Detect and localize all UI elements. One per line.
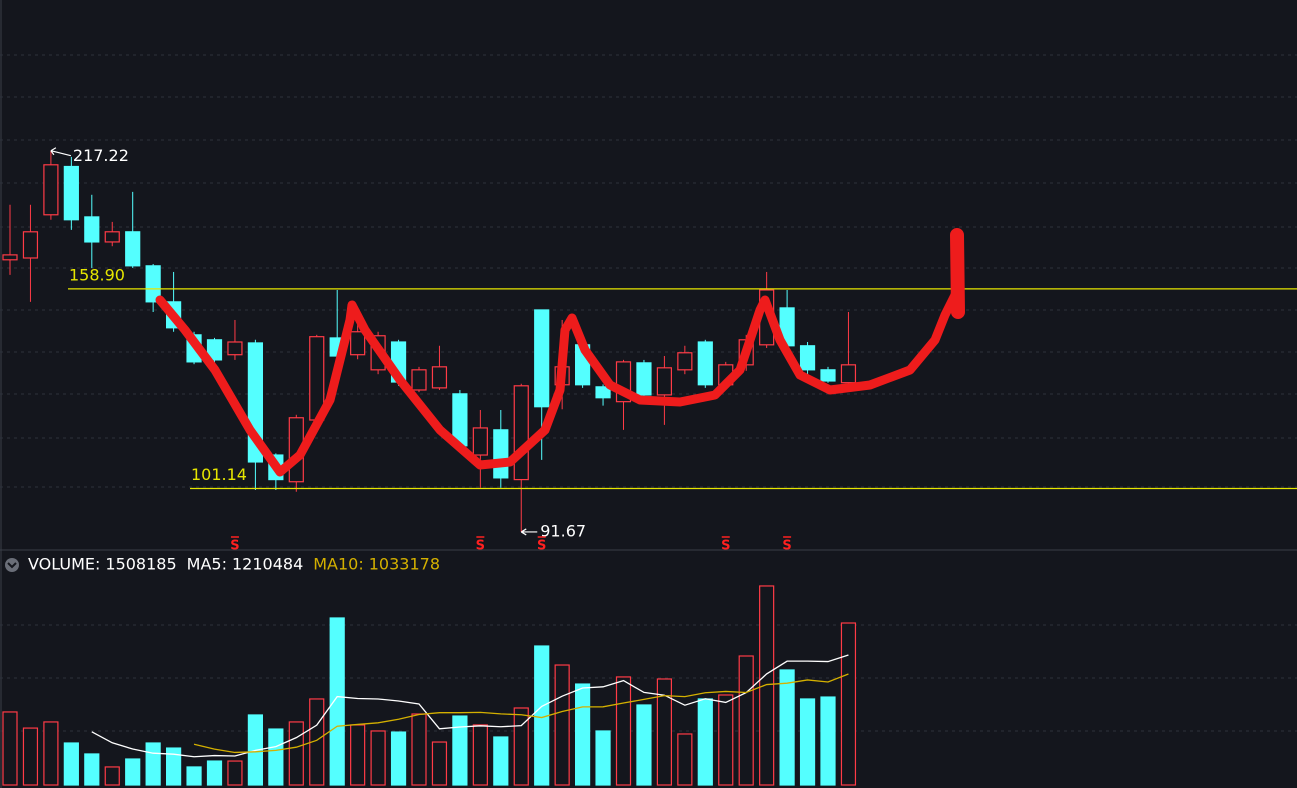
volume-bar — [288, 721, 304, 786]
legend-value: 1210484 — [232, 555, 303, 574]
candle-body — [22, 231, 39, 259]
volume-bar — [820, 696, 836, 786]
volume-bar — [411, 713, 427, 786]
low-arrow — [520, 528, 538, 536]
signal-label: S — [537, 539, 546, 554]
high-arrow — [50, 147, 72, 157]
signal-label: S — [230, 539, 239, 554]
low-label: 91.67 — [540, 521, 586, 540]
volume-bar — [636, 704, 652, 786]
candle-body — [145, 265, 161, 303]
candle-body — [350, 331, 366, 356]
volume-bar — [615, 676, 632, 786]
volume-bar — [227, 760, 243, 786]
volume-bar — [145, 742, 161, 786]
price-grid — [0, 54, 1297, 732]
level-label: 101.14 — [191, 465, 247, 484]
candle-body — [206, 339, 223, 361]
volume-bar — [43, 721, 59, 786]
volume-bar — [595, 730, 611, 786]
volume-bar — [166, 747, 182, 786]
ma-line — [193, 673, 849, 754]
candle-body — [840, 364, 857, 384]
icon-chevron[interactable] — [7, 562, 17, 569]
volume-bar — [799, 698, 816, 786]
volume-bar — [697, 698, 713, 786]
candle-body — [513, 385, 529, 481]
candle-body — [493, 429, 509, 479]
volume-bar — [554, 664, 570, 786]
volume-bar — [574, 683, 591, 786]
volume-bar — [63, 742, 79, 786]
level-label: 158.90 — [69, 265, 125, 284]
signal-label: S — [782, 539, 791, 554]
candle-body — [472, 427, 488, 456]
volume-bar — [22, 727, 39, 786]
candle-body — [534, 309, 550, 408]
volume-bar — [513, 707, 529, 786]
signal-label: S — [721, 539, 730, 554]
volume-bar — [125, 758, 141, 786]
volume-bar — [493, 736, 509, 786]
candle-body — [656, 367, 673, 396]
volume-bar — [677, 733, 693, 786]
volume-bar — [350, 724, 366, 786]
volume-bar — [329, 617, 345, 786]
candle-body — [63, 165, 79, 221]
volume-bar — [452, 715, 468, 786]
volume-bar — [759, 585, 775, 786]
volume-bar — [472, 724, 488, 786]
legend-name: MA5: — [187, 555, 227, 574]
volume-bar — [431, 741, 448, 786]
candle-body — [411, 369, 427, 391]
signal-label: S — [476, 539, 485, 554]
volume-bar — [186, 766, 202, 786]
volume-bar — [656, 678, 673, 786]
volume-bar — [268, 728, 284, 786]
candle-body — [43, 164, 59, 216]
candle-body — [2, 254, 18, 261]
volume-bar — [840, 622, 857, 786]
legend-value: 1033178 — [369, 555, 440, 574]
volume-bar — [206, 760, 223, 786]
hand-drawn-annotation — [155, 290, 960, 477]
candle-body — [820, 369, 836, 382]
candle-body — [104, 231, 120, 243]
candle-body — [677, 352, 693, 371]
volume-bar — [104, 766, 120, 786]
legend-value: 1508185 — [105, 555, 176, 574]
legend-name: MA10: — [313, 555, 364, 574]
candle-body — [636, 362, 652, 396]
volume-bar — [370, 730, 386, 786]
ma-line — [91, 654, 849, 758]
candle-body — [84, 216, 100, 243]
candle-body — [125, 231, 141, 267]
legend-name: VOLUME: — [28, 555, 100, 574]
collapse-icon[interactable] — [5, 558, 19, 572]
candle-body — [799, 345, 816, 371]
volume-bar — [84, 753, 100, 786]
icon-circle[interactable] — [5, 558, 19, 572]
volume-bar — [390, 731, 407, 786]
volume-bar — [779, 669, 795, 786]
volume-bar — [2, 711, 18, 786]
volume-bar — [718, 694, 734, 786]
candle-body — [697, 341, 713, 386]
candle-body — [595, 386, 611, 399]
high-label: 217.22 — [73, 146, 129, 165]
candle-body — [227, 341, 243, 356]
hand-drawn-annotation — [950, 228, 965, 319]
candle-body — [431, 366, 448, 389]
volume-bar — [738, 655, 754, 786]
